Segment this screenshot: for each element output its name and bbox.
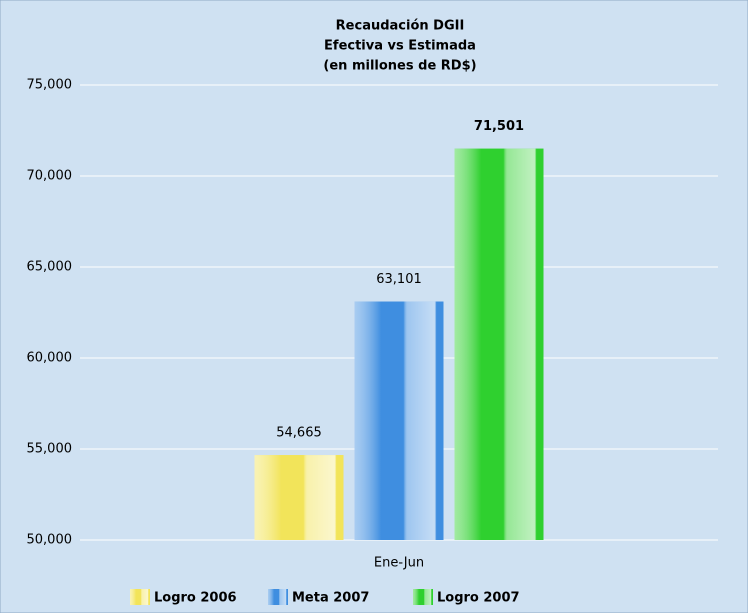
x-tick-label: Ene-Jun bbox=[374, 556, 424, 571]
bar-shine bbox=[254, 455, 344, 540]
data-label: 54,665 bbox=[276, 426, 322, 441]
y-tick-label: 70,000 bbox=[27, 169, 73, 184]
legend-swatch-shine bbox=[268, 589, 288, 605]
legend-label: Logro 2007 bbox=[437, 591, 520, 606]
legend-swatch-shine bbox=[413, 589, 433, 605]
legend-label: Logro 2006 bbox=[154, 591, 237, 606]
data-label: 63,101 bbox=[376, 272, 422, 287]
chart-title: Efectiva vs Estimada bbox=[324, 39, 476, 54]
y-tick-label: 50,000 bbox=[27, 533, 73, 548]
y-tick-label: 75,000 bbox=[27, 78, 73, 93]
y-tick-label: 65,000 bbox=[27, 260, 73, 275]
data-label: 71,501 bbox=[474, 119, 524, 134]
bar-shine bbox=[354, 301, 444, 540]
legend-label: Meta 2007 bbox=[292, 591, 369, 606]
bar-shine bbox=[454, 148, 544, 540]
chart-title: Recaudación DGII bbox=[336, 19, 465, 34]
y-tick-label: 60,000 bbox=[27, 351, 73, 366]
chart-title: (en millones de RD$) bbox=[323, 59, 476, 74]
legend-swatch-shine bbox=[130, 589, 150, 605]
y-tick-label: 55,000 bbox=[27, 442, 73, 457]
